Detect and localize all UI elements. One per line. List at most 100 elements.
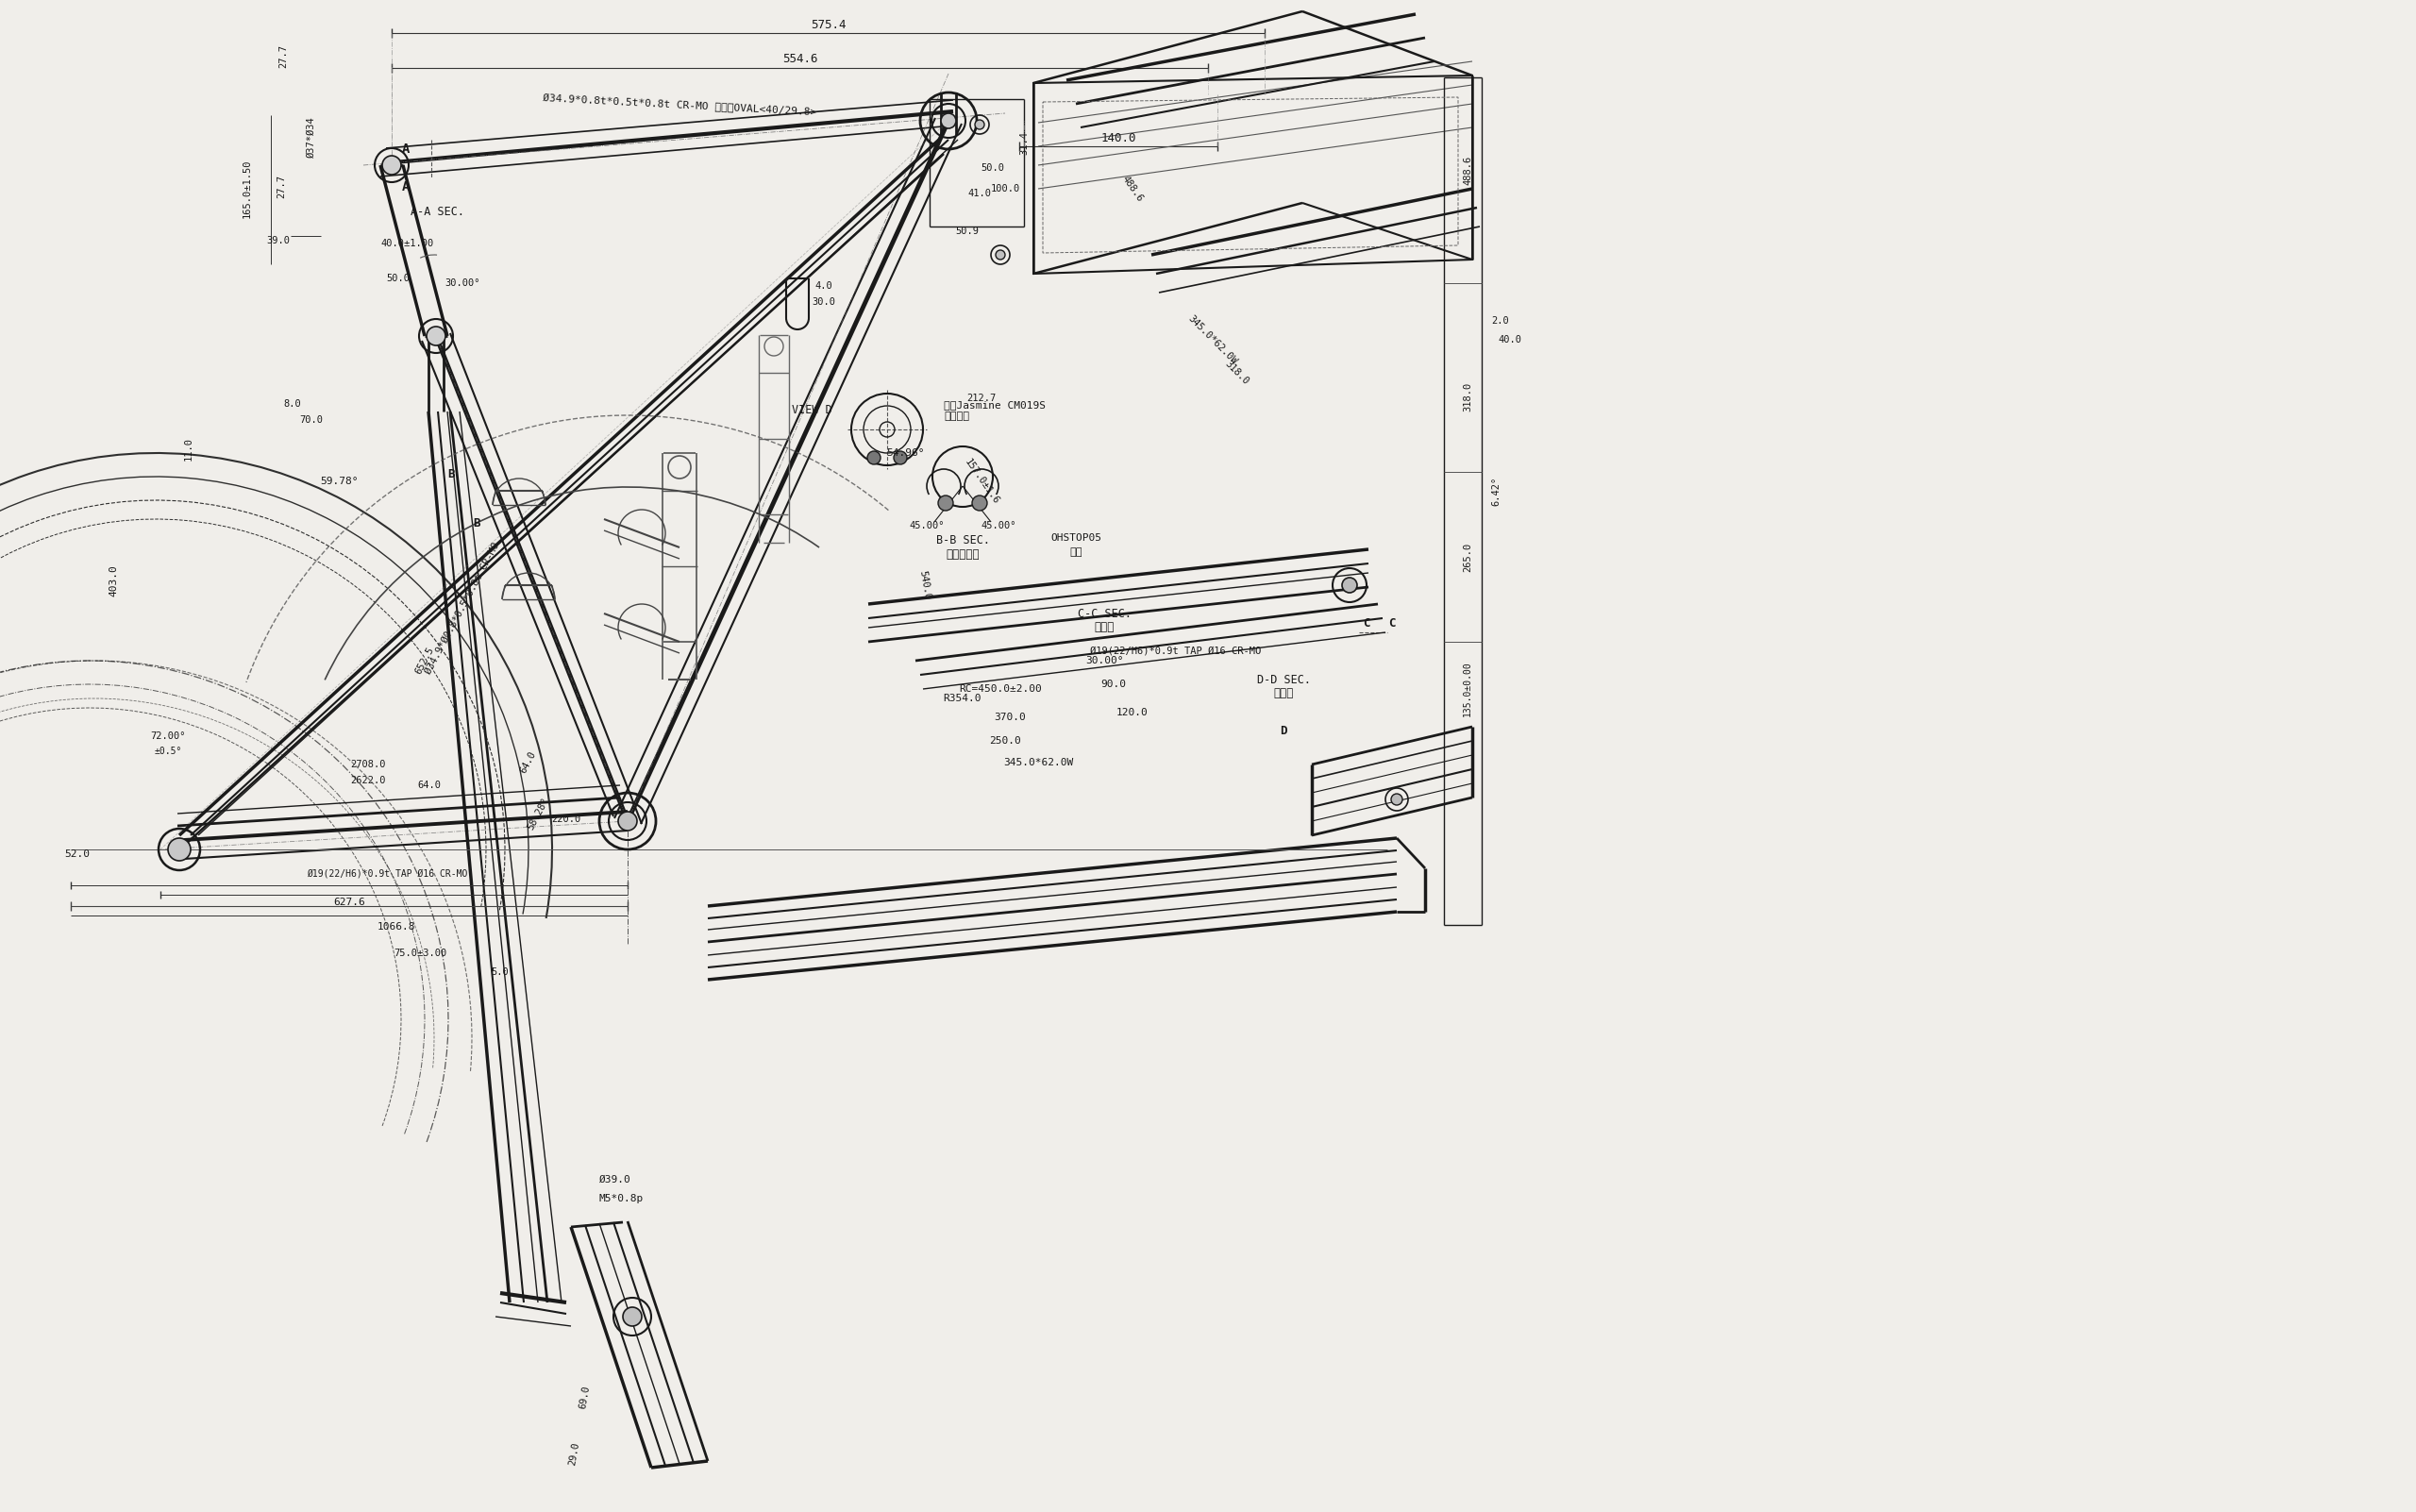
Text: A: A xyxy=(401,142,411,156)
Circle shape xyxy=(618,812,638,830)
Text: 75.0±3.00: 75.0±3.00 xyxy=(394,948,447,959)
Text: 212.7: 212.7 xyxy=(966,393,995,404)
Text: 6.42°: 6.42° xyxy=(1491,476,1500,505)
Text: D-D SEC.: D-D SEC. xyxy=(1256,673,1309,685)
Text: 318.0: 318.0 xyxy=(1462,381,1471,411)
Text: 135.0±0.00: 135.0±0.00 xyxy=(1462,661,1471,717)
Text: 右下叉: 右下叉 xyxy=(1094,621,1114,634)
Text: 59.78°: 59.78° xyxy=(321,476,360,485)
Text: ±0.5°: ±0.5° xyxy=(155,747,181,756)
Text: 575.4: 575.4 xyxy=(812,18,846,30)
Text: 1066.8: 1066.8 xyxy=(377,922,416,931)
Circle shape xyxy=(1392,794,1401,804)
Text: 72.00°: 72.00° xyxy=(150,732,186,741)
Text: 30.0: 30.0 xyxy=(812,298,836,307)
Text: 345.0*62.0W: 345.0*62.0W xyxy=(1003,758,1073,767)
Text: 45.00°: 45.00° xyxy=(981,522,1017,531)
Text: Ø39.0: Ø39.0 xyxy=(599,1175,631,1184)
Text: RC=450.0±2.00: RC=450.0±2.00 xyxy=(959,685,1041,694)
Text: 627.6: 627.6 xyxy=(333,898,365,907)
Text: 40.0: 40.0 xyxy=(1498,336,1522,345)
Text: 29.0: 29.0 xyxy=(568,1441,580,1467)
Text: 搞配Jasmine CM019S
調整調絲: 搞配Jasmine CM019S 調整調絲 xyxy=(945,401,1046,420)
Text: VIEW D: VIEW D xyxy=(792,404,831,417)
Text: OHSTOP05: OHSTOP05 xyxy=(1051,534,1102,543)
Text: Ø34.9*Ø0.8*0.5*0.8t CR-MO: Ø34.9*Ø0.8*0.5*0.8t CR-MO xyxy=(423,541,500,676)
Text: 39.0: 39.0 xyxy=(266,236,290,245)
Text: 488.6: 488.6 xyxy=(1121,174,1145,204)
Circle shape xyxy=(995,249,1005,260)
Text: 165.0±1.50: 165.0±1.50 xyxy=(242,159,251,218)
Text: 64.0: 64.0 xyxy=(519,750,539,776)
Text: 右下叉: 右下叉 xyxy=(1273,688,1293,700)
Text: 50.9: 50.9 xyxy=(957,227,978,236)
Circle shape xyxy=(937,496,954,511)
Text: 45.00°: 45.00° xyxy=(908,522,945,531)
Text: M5*0.8p: M5*0.8p xyxy=(599,1194,643,1204)
Text: 140.0: 140.0 xyxy=(1102,132,1136,144)
Text: 69.0: 69.0 xyxy=(577,1385,592,1409)
Text: 41.0: 41.0 xyxy=(969,189,991,198)
Text: 31.4: 31.4 xyxy=(1020,132,1029,156)
Text: 54.96°: 54.96° xyxy=(887,449,925,458)
Text: 2.0: 2.0 xyxy=(1491,316,1510,325)
Text: 157.0±1.6: 157.0±1.6 xyxy=(962,457,1000,507)
Circle shape xyxy=(940,113,957,129)
Text: C-C SEC.: C-C SEC. xyxy=(1078,608,1131,620)
Circle shape xyxy=(867,451,879,464)
Text: 403.0: 403.0 xyxy=(109,564,118,596)
Text: R354.0: R354.0 xyxy=(945,694,981,703)
Circle shape xyxy=(623,1308,643,1326)
Text: 345.0*62.0W: 345.0*62.0W xyxy=(1186,313,1239,366)
Text: 250.0: 250.0 xyxy=(988,736,1022,745)
Text: D: D xyxy=(1280,726,1288,738)
Text: Ø37*Ø34: Ø37*Ø34 xyxy=(307,116,316,157)
Text: B-B SEC.
十字薄鋼前: B-B SEC. 十字薄鋼前 xyxy=(935,534,991,561)
Text: 64.0: 64.0 xyxy=(418,780,442,789)
Text: 27.7: 27.7 xyxy=(278,45,288,68)
Text: 370.0: 370.0 xyxy=(993,712,1027,723)
Text: 2708.0: 2708.0 xyxy=(350,759,387,770)
Text: A: A xyxy=(401,180,411,194)
Text: 50.0: 50.0 xyxy=(387,274,411,283)
Text: C: C xyxy=(1389,617,1396,629)
Circle shape xyxy=(169,838,191,860)
Circle shape xyxy=(428,327,445,345)
Text: 488.6: 488.6 xyxy=(1462,156,1471,184)
Text: B: B xyxy=(447,469,454,481)
Text: 40.0±1.00: 40.0±1.00 xyxy=(382,239,435,248)
Text: 265.0: 265.0 xyxy=(1462,543,1471,572)
Text: 52.0: 52.0 xyxy=(65,850,89,859)
Circle shape xyxy=(971,496,988,511)
Text: Ø34.9*0.8t*0.5t*0.8t CR-MO 中管端OVAL<40/29.8>: Ø34.9*0.8t*0.5t*0.8t CR-MO 中管端OVAL<40/29… xyxy=(544,94,817,118)
Text: 4.0: 4.0 xyxy=(814,281,834,290)
Text: 5.0: 5.0 xyxy=(490,968,510,977)
Text: 58.28°: 58.28° xyxy=(524,795,551,832)
Text: 100.0: 100.0 xyxy=(991,184,1020,194)
Text: 318.0: 318.0 xyxy=(1222,358,1249,387)
Text: 2622.0: 2622.0 xyxy=(350,776,387,785)
Text: 起踵: 起踵 xyxy=(1070,547,1082,556)
Text: 11.0: 11.0 xyxy=(184,437,193,460)
Text: 8.0: 8.0 xyxy=(283,399,302,408)
Text: 50.0: 50.0 xyxy=(981,163,1005,172)
Circle shape xyxy=(382,156,401,174)
Text: 554.6: 554.6 xyxy=(783,53,819,65)
Circle shape xyxy=(1341,578,1358,593)
Text: Ø19(22/H6)*0.9t TAP Ø16 CR-MO: Ø19(22/H6)*0.9t TAP Ø16 CR-MO xyxy=(1090,647,1261,656)
Text: 220.0: 220.0 xyxy=(551,815,580,824)
Text: 540.0: 540.0 xyxy=(918,570,933,600)
Text: 120.0: 120.0 xyxy=(1116,708,1148,717)
Text: 652.5: 652.5 xyxy=(413,646,435,676)
Text: C: C xyxy=(1363,617,1370,629)
Text: B: B xyxy=(474,517,481,529)
Circle shape xyxy=(976,119,983,130)
Text: 27.7: 27.7 xyxy=(275,175,285,198)
Text: 90.0: 90.0 xyxy=(1102,679,1126,689)
Text: 30.00°: 30.00° xyxy=(1085,656,1123,665)
Text: 70.0: 70.0 xyxy=(300,416,324,425)
Circle shape xyxy=(894,451,906,464)
Text: A-A SEC.: A-A SEC. xyxy=(411,206,464,219)
Text: 30.00°: 30.00° xyxy=(445,278,481,287)
Text: Ø19(22/H6)*0.9t TAP Ø16 CR-MO: Ø19(22/H6)*0.9t TAP Ø16 CR-MO xyxy=(307,868,466,878)
